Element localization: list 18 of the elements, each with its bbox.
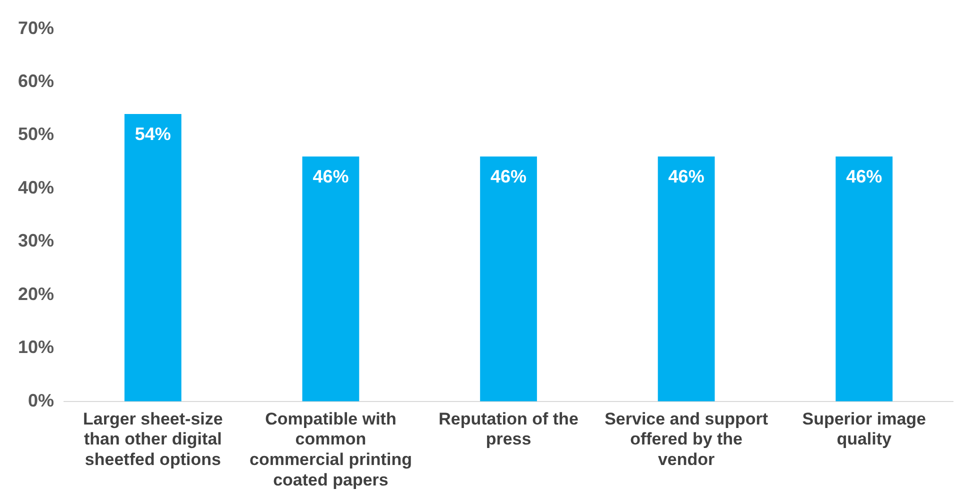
data-label: 46% (668, 166, 704, 187)
x-tick-label: Larger sheet-size than other digital sheetfed options (83, 409, 223, 470)
data-label: 46% (312, 166, 349, 187)
y-tick-label: 60% (18, 70, 54, 91)
data-label: 46% (846, 166, 882, 187)
x-tick-label: Compatible with common commercial printing coated papers (249, 409, 412, 490)
data-label: 46% (490, 166, 527, 187)
y-tick-label: 70% (18, 18, 54, 38)
y-tick-label: 40% (18, 177, 54, 198)
x-tick-label: Superior image quality (802, 409, 926, 449)
y-tick-label: 20% (18, 284, 54, 304)
y-tick-label: 30% (18, 230, 54, 251)
y-tick-label: 0% (28, 390, 54, 410)
y-tick-label: 10% (18, 337, 54, 358)
x-tick-label: Service and support offered by the vendor (604, 409, 768, 470)
data-label: 54% (134, 124, 171, 144)
y-tick-label: 50% (18, 124, 54, 144)
x-tick-label: Reputation of the press (438, 409, 578, 449)
